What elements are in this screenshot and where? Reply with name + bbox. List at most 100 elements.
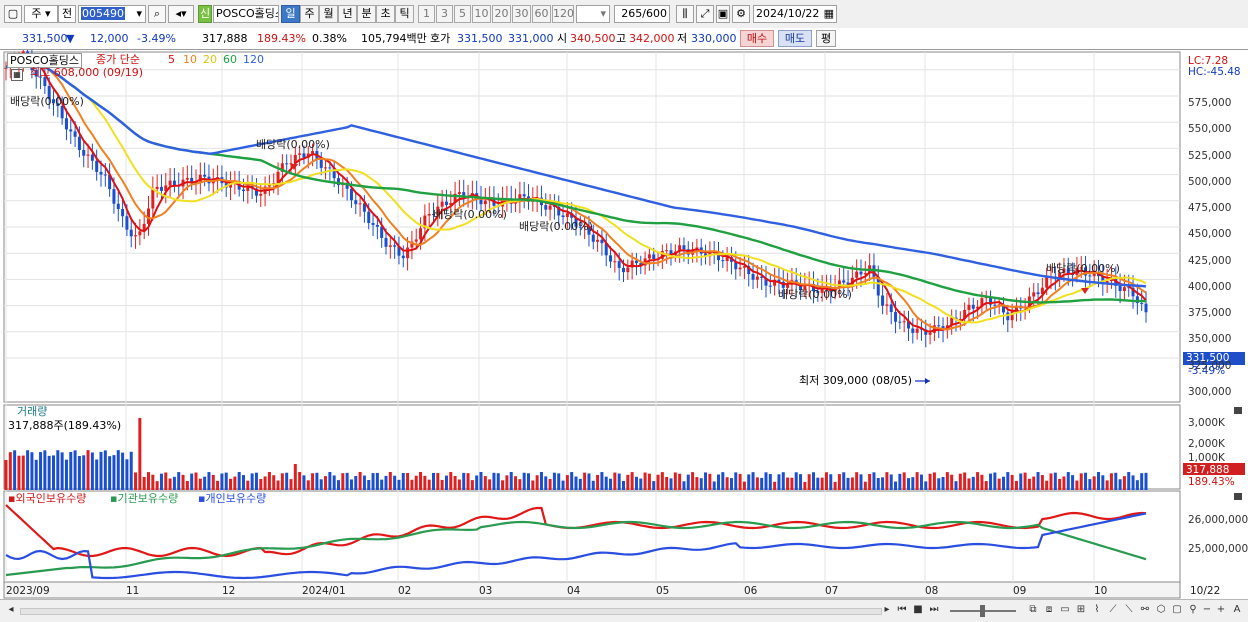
candle-icon[interactable]: ⫼ bbox=[676, 5, 694, 23]
tool-icon-9[interactable]: ⬡ bbox=[1156, 604, 1166, 615]
last-page-icon[interactable]: ⏭ bbox=[929, 604, 939, 615]
volume-bar bbox=[656, 474, 660, 490]
candle-body bbox=[60, 106, 64, 119]
type-select[interactable]: 전 bbox=[58, 5, 76, 23]
volume-bar bbox=[591, 480, 595, 490]
volume-bar bbox=[427, 479, 431, 490]
volume-bar bbox=[470, 480, 474, 490]
font-size-icon[interactable]: A bbox=[1233, 604, 1241, 615]
tool-icon-11[interactable]: ⚲ bbox=[1189, 604, 1197, 615]
tool-icon-8[interactable]: ⚯ bbox=[1140, 604, 1150, 615]
calendar-icon[interactable]: ▦ bbox=[823, 7, 834, 20]
candle-body bbox=[406, 247, 410, 259]
tab-period-0[interactable]: 일 bbox=[281, 5, 300, 23]
interval-1[interactable]: 1 bbox=[418, 5, 435, 23]
count-field[interactable]: 265/600 bbox=[614, 5, 670, 23]
tool-icon-7[interactable]: ⟍ bbox=[1125, 604, 1133, 615]
volume-bar bbox=[868, 473, 872, 490]
zoom-slider-handle[interactable] bbox=[980, 605, 985, 617]
candle-body bbox=[894, 312, 898, 322]
interval-select[interactable]: ▾ bbox=[576, 5, 610, 23]
candle-body bbox=[561, 215, 565, 218]
volume-bar bbox=[302, 475, 306, 490]
volume-bar bbox=[237, 472, 241, 490]
interval-60[interactable]: 60 bbox=[532, 5, 551, 23]
stop-icon[interactable]: ■ bbox=[913, 604, 923, 615]
volume-bar bbox=[539, 472, 543, 490]
low-annotation: 최저 309,000 (08/05) bbox=[799, 374, 913, 387]
candle-body bbox=[760, 276, 764, 278]
tool-icon-4[interactable]: ⊞ bbox=[1076, 604, 1086, 615]
volume-bar bbox=[600, 472, 604, 490]
institution-holding-line bbox=[5, 520, 1147, 577]
buy-button[interactable]: 매수 bbox=[740, 30, 774, 47]
zoom-in-icon[interactable]: + bbox=[1216, 604, 1226, 615]
x-label-13: 10/22 bbox=[1190, 585, 1221, 597]
tool-icon-10[interactable]: ▢ bbox=[1172, 604, 1182, 615]
grid-toggle-icon[interactable]: ▦ bbox=[11, 69, 23, 81]
interval-120[interactable]: 120 bbox=[552, 5, 574, 23]
volume-bar bbox=[324, 476, 328, 490]
volume-bar bbox=[60, 452, 64, 490]
holding-panel-close-icon[interactable] bbox=[1234, 493, 1242, 500]
search-icon[interactable]: ⌕ bbox=[148, 5, 166, 23]
volume-bar bbox=[1084, 472, 1088, 490]
gear-icon[interactable]: ⚙ bbox=[732, 5, 750, 23]
candle-body bbox=[634, 260, 638, 264]
volume-bar bbox=[570, 472, 574, 490]
candle-body bbox=[129, 229, 133, 237]
volume-bar bbox=[397, 479, 401, 490]
stock-chart[interactable] bbox=[0, 50, 1248, 600]
save-icon[interactable]: ▣ bbox=[716, 5, 730, 23]
horizontal-scrollbar[interactable] bbox=[20, 608, 882, 615]
tool-icon-6[interactable]: ⟋ bbox=[1109, 604, 1117, 615]
interval-10[interactable]: 10 bbox=[472, 5, 491, 23]
candle-body bbox=[898, 321, 902, 323]
volume-bar bbox=[39, 452, 43, 490]
market-select[interactable]: 주 ▾ bbox=[24, 5, 58, 23]
interval-5[interactable]: 5 bbox=[454, 5, 471, 23]
code-input[interactable]: 005490 ▾ bbox=[78, 5, 146, 23]
date-field[interactable]: 2024/10/22 ▦ bbox=[753, 5, 837, 23]
volume-bar bbox=[496, 473, 500, 490]
volume-bar bbox=[820, 477, 824, 490]
new-badge[interactable]: 신 bbox=[198, 5, 212, 23]
interval-20[interactable]: 20 bbox=[492, 5, 511, 23]
scroll-right-icon[interactable]: ▸ bbox=[884, 604, 890, 615]
volume-bar bbox=[432, 472, 435, 490]
interval-3[interactable]: 3 bbox=[436, 5, 453, 23]
candle-body bbox=[937, 325, 941, 327]
tab-period-3[interactable]: 년 bbox=[338, 5, 357, 23]
scroll-left-icon[interactable]: ◂ bbox=[8, 604, 14, 615]
interval-30[interactable]: 30 bbox=[512, 5, 531, 23]
ask-label: 호가 bbox=[430, 32, 451, 45]
sell-button[interactable]: 매도 bbox=[778, 30, 812, 47]
tool-icon-2[interactable]: ⧈ bbox=[1045, 604, 1053, 615]
candle-body bbox=[190, 177, 194, 184]
crosshair-icon[interactable]: ⤢ bbox=[696, 5, 714, 23]
tool-icon-1[interactable]: ⧉ bbox=[1029, 604, 1037, 615]
tool-icon-3[interactable]: ▭ bbox=[1060, 604, 1070, 615]
window-icon[interactable]: ▢ bbox=[4, 5, 22, 23]
volume-bar bbox=[837, 474, 841, 490]
zoom-out-icon[interactable]: − bbox=[1202, 604, 1212, 615]
volume-bar bbox=[134, 472, 138, 490]
volume-bar bbox=[682, 481, 686, 490]
volume-bar bbox=[30, 452, 34, 490]
volume-bar bbox=[712, 481, 716, 490]
volume-bar bbox=[211, 474, 215, 490]
tab-period-5[interactable]: 초 bbox=[376, 5, 395, 23]
volume-panel-close-icon[interactable] bbox=[1234, 407, 1242, 414]
tab-period-4[interactable]: 분 bbox=[357, 5, 376, 23]
speaker-icon[interactable]: ◂▾ bbox=[168, 5, 194, 23]
candle-body bbox=[704, 253, 708, 257]
tab-period-2[interactable]: 월 bbox=[319, 5, 338, 23]
candle-body bbox=[842, 280, 846, 283]
first-page-icon[interactable]: ⏮ bbox=[897, 604, 907, 615]
tool-icon-5[interactable]: ⌇ bbox=[1094, 604, 1100, 615]
candle-body bbox=[907, 321, 910, 329]
tab-period-6[interactable]: 틱 bbox=[395, 5, 414, 23]
tab-period-1[interactable]: 주 bbox=[300, 5, 319, 23]
candle-body bbox=[401, 255, 405, 259]
flat-button[interactable]: 평 bbox=[816, 30, 836, 47]
